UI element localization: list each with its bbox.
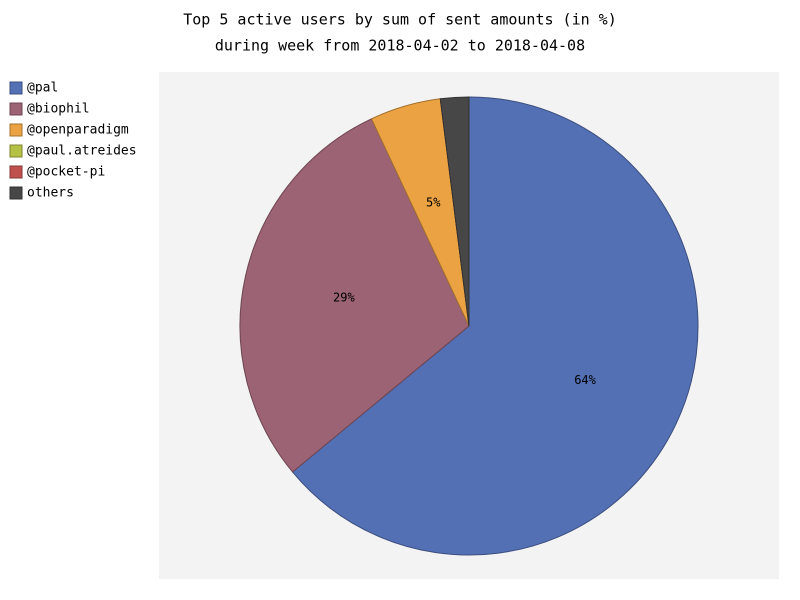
- pie-slice: [239, 118, 470, 473]
- pie-slice: [291, 96, 699, 556]
- slice-label: 64%: [574, 373, 596, 387]
- legend-swatch: [9, 165, 23, 179]
- legend-swatch: [9, 186, 23, 200]
- legend-label: @pocket-pi: [27, 165, 105, 180]
- slice-label: 29%: [333, 291, 355, 305]
- legend-label: @biophil: [27, 102, 90, 117]
- chart-title: Top 5 active users by sum of sent amount…: [183, 11, 616, 29]
- legend-swatch: [9, 123, 23, 137]
- chart-subtitle: during week from 2018-04-02 to 2018-04-0…: [215, 37, 585, 55]
- legend-label: @openparadigm: [27, 123, 129, 138]
- legend-label: @paul.atreides: [27, 144, 137, 159]
- slice-label: 5%: [426, 195, 441, 209]
- legend-swatch: [9, 81, 23, 95]
- legend-label: others: [27, 186, 74, 201]
- legend-label: @pal: [27, 81, 58, 96]
- pie-slice: [439, 96, 470, 327]
- legend-swatch: [9, 144, 23, 158]
- legend-swatch: [9, 102, 23, 116]
